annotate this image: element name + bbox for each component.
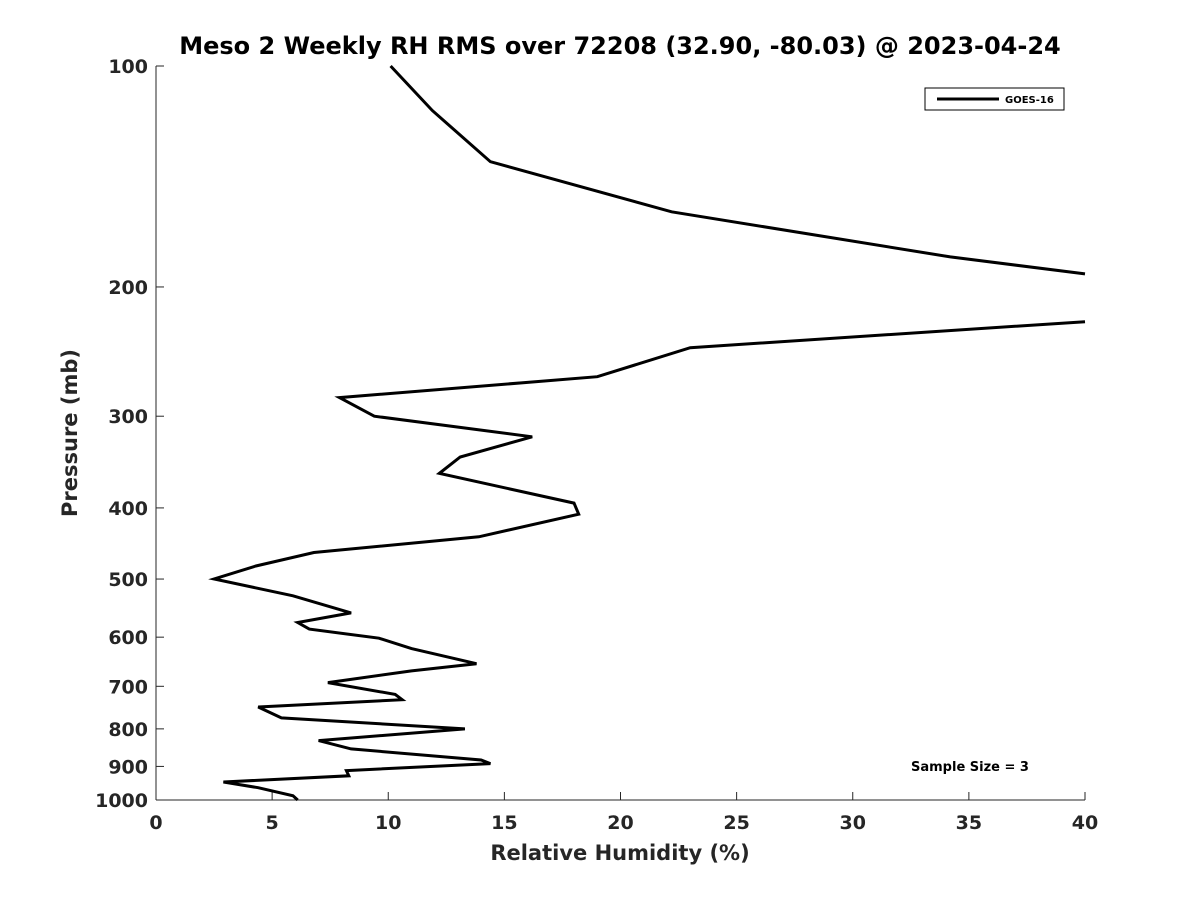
x-axis: 0 5 10 15 20 25 30 35 40 bbox=[149, 792, 1098, 834]
x-tick-label: 25 bbox=[723, 812, 749, 834]
legend: GOES-16 bbox=[924, 87, 1065, 111]
sample-size-annotation: Sample Size = 3 bbox=[911, 760, 1029, 775]
series-line-0 bbox=[208, 320, 1086, 802]
x-axis-label: Relative Humidity (%) bbox=[490, 841, 749, 865]
series-layer bbox=[208, 64, 1086, 802]
x-tick-label: 20 bbox=[607, 812, 633, 834]
x-tick-label: 10 bbox=[375, 812, 401, 834]
x-tick-label: 15 bbox=[491, 812, 517, 834]
legend-label: GOES-16 bbox=[1005, 95, 1054, 106]
plot-area: 0 5 10 15 20 25 30 35 40 100 200 300 400 500 600 700 80… bbox=[95, 56, 1098, 834]
x-tick-label: 5 bbox=[266, 812, 279, 834]
x-tick-label: 40 bbox=[1072, 812, 1098, 834]
y-tick-label: 100 bbox=[108, 56, 148, 78]
x-tick-label: 0 bbox=[149, 812, 162, 834]
y-tick-label: 600 bbox=[108, 627, 148, 649]
y-tick-label: 200 bbox=[108, 277, 148, 299]
y-axis: 100 200 300 400 500 600 700 800 900 1000 bbox=[95, 56, 164, 812]
x-tick-label: 30 bbox=[840, 812, 866, 834]
y-tick-label: 800 bbox=[108, 719, 148, 741]
y-tick-label: 500 bbox=[108, 569, 148, 591]
y-tick-label: 300 bbox=[108, 406, 148, 428]
series-line-0 bbox=[389, 64, 1086, 276]
x-tick-label: 35 bbox=[956, 812, 982, 834]
y-tick-label: 400 bbox=[108, 498, 148, 520]
y-tick-label: 700 bbox=[108, 676, 148, 698]
y-axis-label: Pressure (mb) bbox=[58, 349, 82, 517]
y-tick-label: 1000 bbox=[95, 790, 148, 812]
y-tick-label: 900 bbox=[108, 756, 148, 778]
chart-title: Meso 2 Weekly RH RMS over 72208 (32.90, … bbox=[179, 32, 1061, 60]
